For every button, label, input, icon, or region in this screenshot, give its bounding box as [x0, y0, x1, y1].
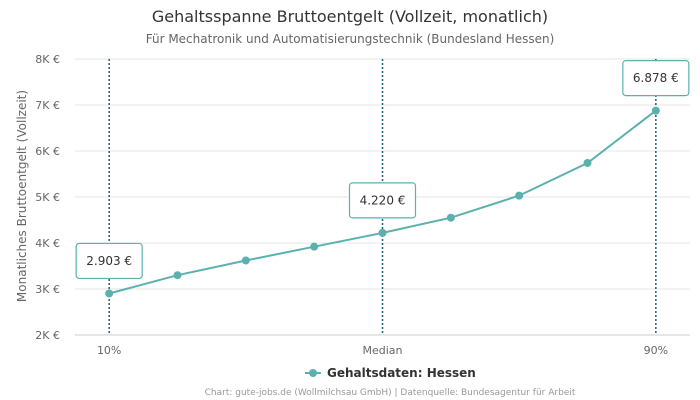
series-points	[105, 106, 660, 298]
data-point[interactable]	[378, 228, 387, 237]
legend-point-symbol	[309, 369, 317, 377]
y-tick-label: 5K €	[35, 191, 60, 204]
y-tick-label: 4K €	[35, 237, 60, 250]
y-tick-label: 2K €	[35, 329, 60, 342]
x-tick-label: 10%	[97, 344, 121, 357]
data-label-box	[75, 242, 143, 280]
y-tick-label: 7K €	[35, 99, 60, 112]
data-label: 2.903 €	[86, 254, 132, 268]
data-label-box	[348, 182, 417, 219]
y-axis-label: Monatliches Bruttoentgelt (Vollzeit)	[15, 90, 29, 302]
data-point[interactable]	[173, 271, 182, 280]
data-label: 6.878 €	[633, 71, 679, 85]
data-point[interactable]	[515, 191, 524, 200]
data-label-box	[622, 60, 690, 97]
data-labels: 2.903 € 4.220 € 6.878 €	[75, 60, 690, 280]
legend[interactable]: Gehaltsdaten: Hessen	[305, 366, 476, 380]
data-point[interactable]	[583, 158, 592, 167]
y-tick-label: 6K €	[35, 145, 60, 158]
data-point[interactable]	[651, 106, 660, 115]
chart-title: Gehaltsspanne Bruttoentgelt (Vollzeit, m…	[152, 7, 548, 26]
x-tick-label: Median	[362, 344, 402, 357]
data-point[interactable]	[105, 289, 114, 298]
data-point[interactable]	[446, 213, 455, 222]
chart-credits[interactable]: Chart: gute-jobs.de (Wollmilchsau GmbH) …	[205, 388, 576, 398]
y-axis-ticks: 2K € 3K € 4K € 5K € 6K € 7K € 8K €	[35, 53, 60, 342]
data-label: 4.220 €	[360, 193, 406, 207]
data-point[interactable]	[310, 242, 319, 251]
data-point[interactable]	[241, 256, 250, 265]
chart-subtitle: Für Mechatronik und Automatisierungstech…	[146, 32, 555, 46]
x-axis-ticks: 10% Median 90%	[97, 344, 668, 357]
legend-label[interactable]: Gehaltsdaten: Hessen	[327, 366, 476, 380]
y-tick-label: 8K €	[35, 53, 60, 66]
y-tick-label: 3K €	[35, 283, 60, 296]
x-tick-label: 90%	[644, 344, 668, 357]
